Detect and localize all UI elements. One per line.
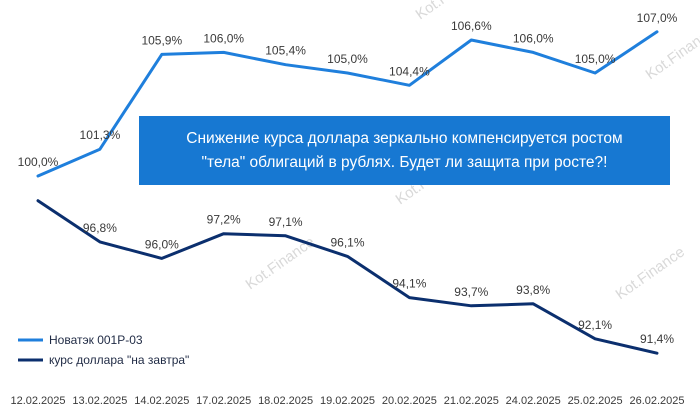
data-label-s1-6: 94,1% xyxy=(392,277,426,291)
data-label-s0-4: 105,4% xyxy=(265,44,306,58)
data-label-s0-10: 107,0% xyxy=(637,11,678,25)
x-tick-7: 21.02.2025 xyxy=(444,395,499,407)
series-line-1 xyxy=(36,199,659,355)
annotation-callout: Снижение курса доллара зеркально компенс… xyxy=(139,116,670,185)
x-tick-2: 14.02.2025 xyxy=(134,395,189,407)
data-label-s1-7: 93,7% xyxy=(454,285,488,299)
data-label-s0-7: 106,6% xyxy=(451,19,492,33)
legend-label-1: курс доллара "на завтра" xyxy=(49,353,189,367)
data-label-s0-6: 104,4% xyxy=(389,64,430,78)
data-label-s1-4: 97,1% xyxy=(269,215,303,229)
data-label-s0-3: 106,0% xyxy=(203,31,244,45)
data-label-s1-5: 96,1% xyxy=(330,235,364,249)
watermark-text: Kot.Finance xyxy=(613,243,688,303)
series-line-0 xyxy=(36,30,659,178)
x-tick-6: 20.02.2025 xyxy=(382,395,437,407)
x-tick-0: 12.02.2025 xyxy=(10,395,65,407)
data-label-s0-2: 105,9% xyxy=(141,33,182,47)
data-label-s0-9: 105,0% xyxy=(575,52,616,66)
x-tick-9: 25.02.2025 xyxy=(568,395,623,407)
data-label-s1-9: 92,1% xyxy=(578,318,612,332)
callout-line-2: "тела" облигаций в рублях. Будет ли защи… xyxy=(201,153,608,171)
data-label-s1-8: 93,8% xyxy=(516,283,550,297)
callout-line-1: Снижение курса доллара зеркально компенс… xyxy=(186,129,623,147)
data-label-s1-2: 96,0% xyxy=(145,237,179,251)
x-tick-5: 19.02.2025 xyxy=(320,395,375,407)
x-tick-1: 13.02.2025 xyxy=(72,395,127,407)
data-label-s0-5: 105,0% xyxy=(327,52,368,66)
x-tick-8: 24.02.2025 xyxy=(506,395,561,407)
data-label-s0-1: 101,3% xyxy=(80,128,121,142)
data-label-s0-8: 106,0% xyxy=(513,31,554,45)
watermark-text: Kot.Finance xyxy=(643,23,700,83)
x-tick-3: 17.02.2025 xyxy=(196,395,251,407)
x-tick-10: 26.02.2025 xyxy=(629,395,684,407)
data-label-s1-1: 96,8% xyxy=(83,221,117,235)
data-label-s1-3: 97,2% xyxy=(207,213,241,227)
data-label-s0-0: 100,0% xyxy=(18,155,59,169)
data-label-s1-10: 91,4% xyxy=(640,332,674,346)
legend-label-0: Новатэк 001Р-03 xyxy=(49,333,143,347)
x-tick-4: 18.02.2025 xyxy=(258,395,313,407)
